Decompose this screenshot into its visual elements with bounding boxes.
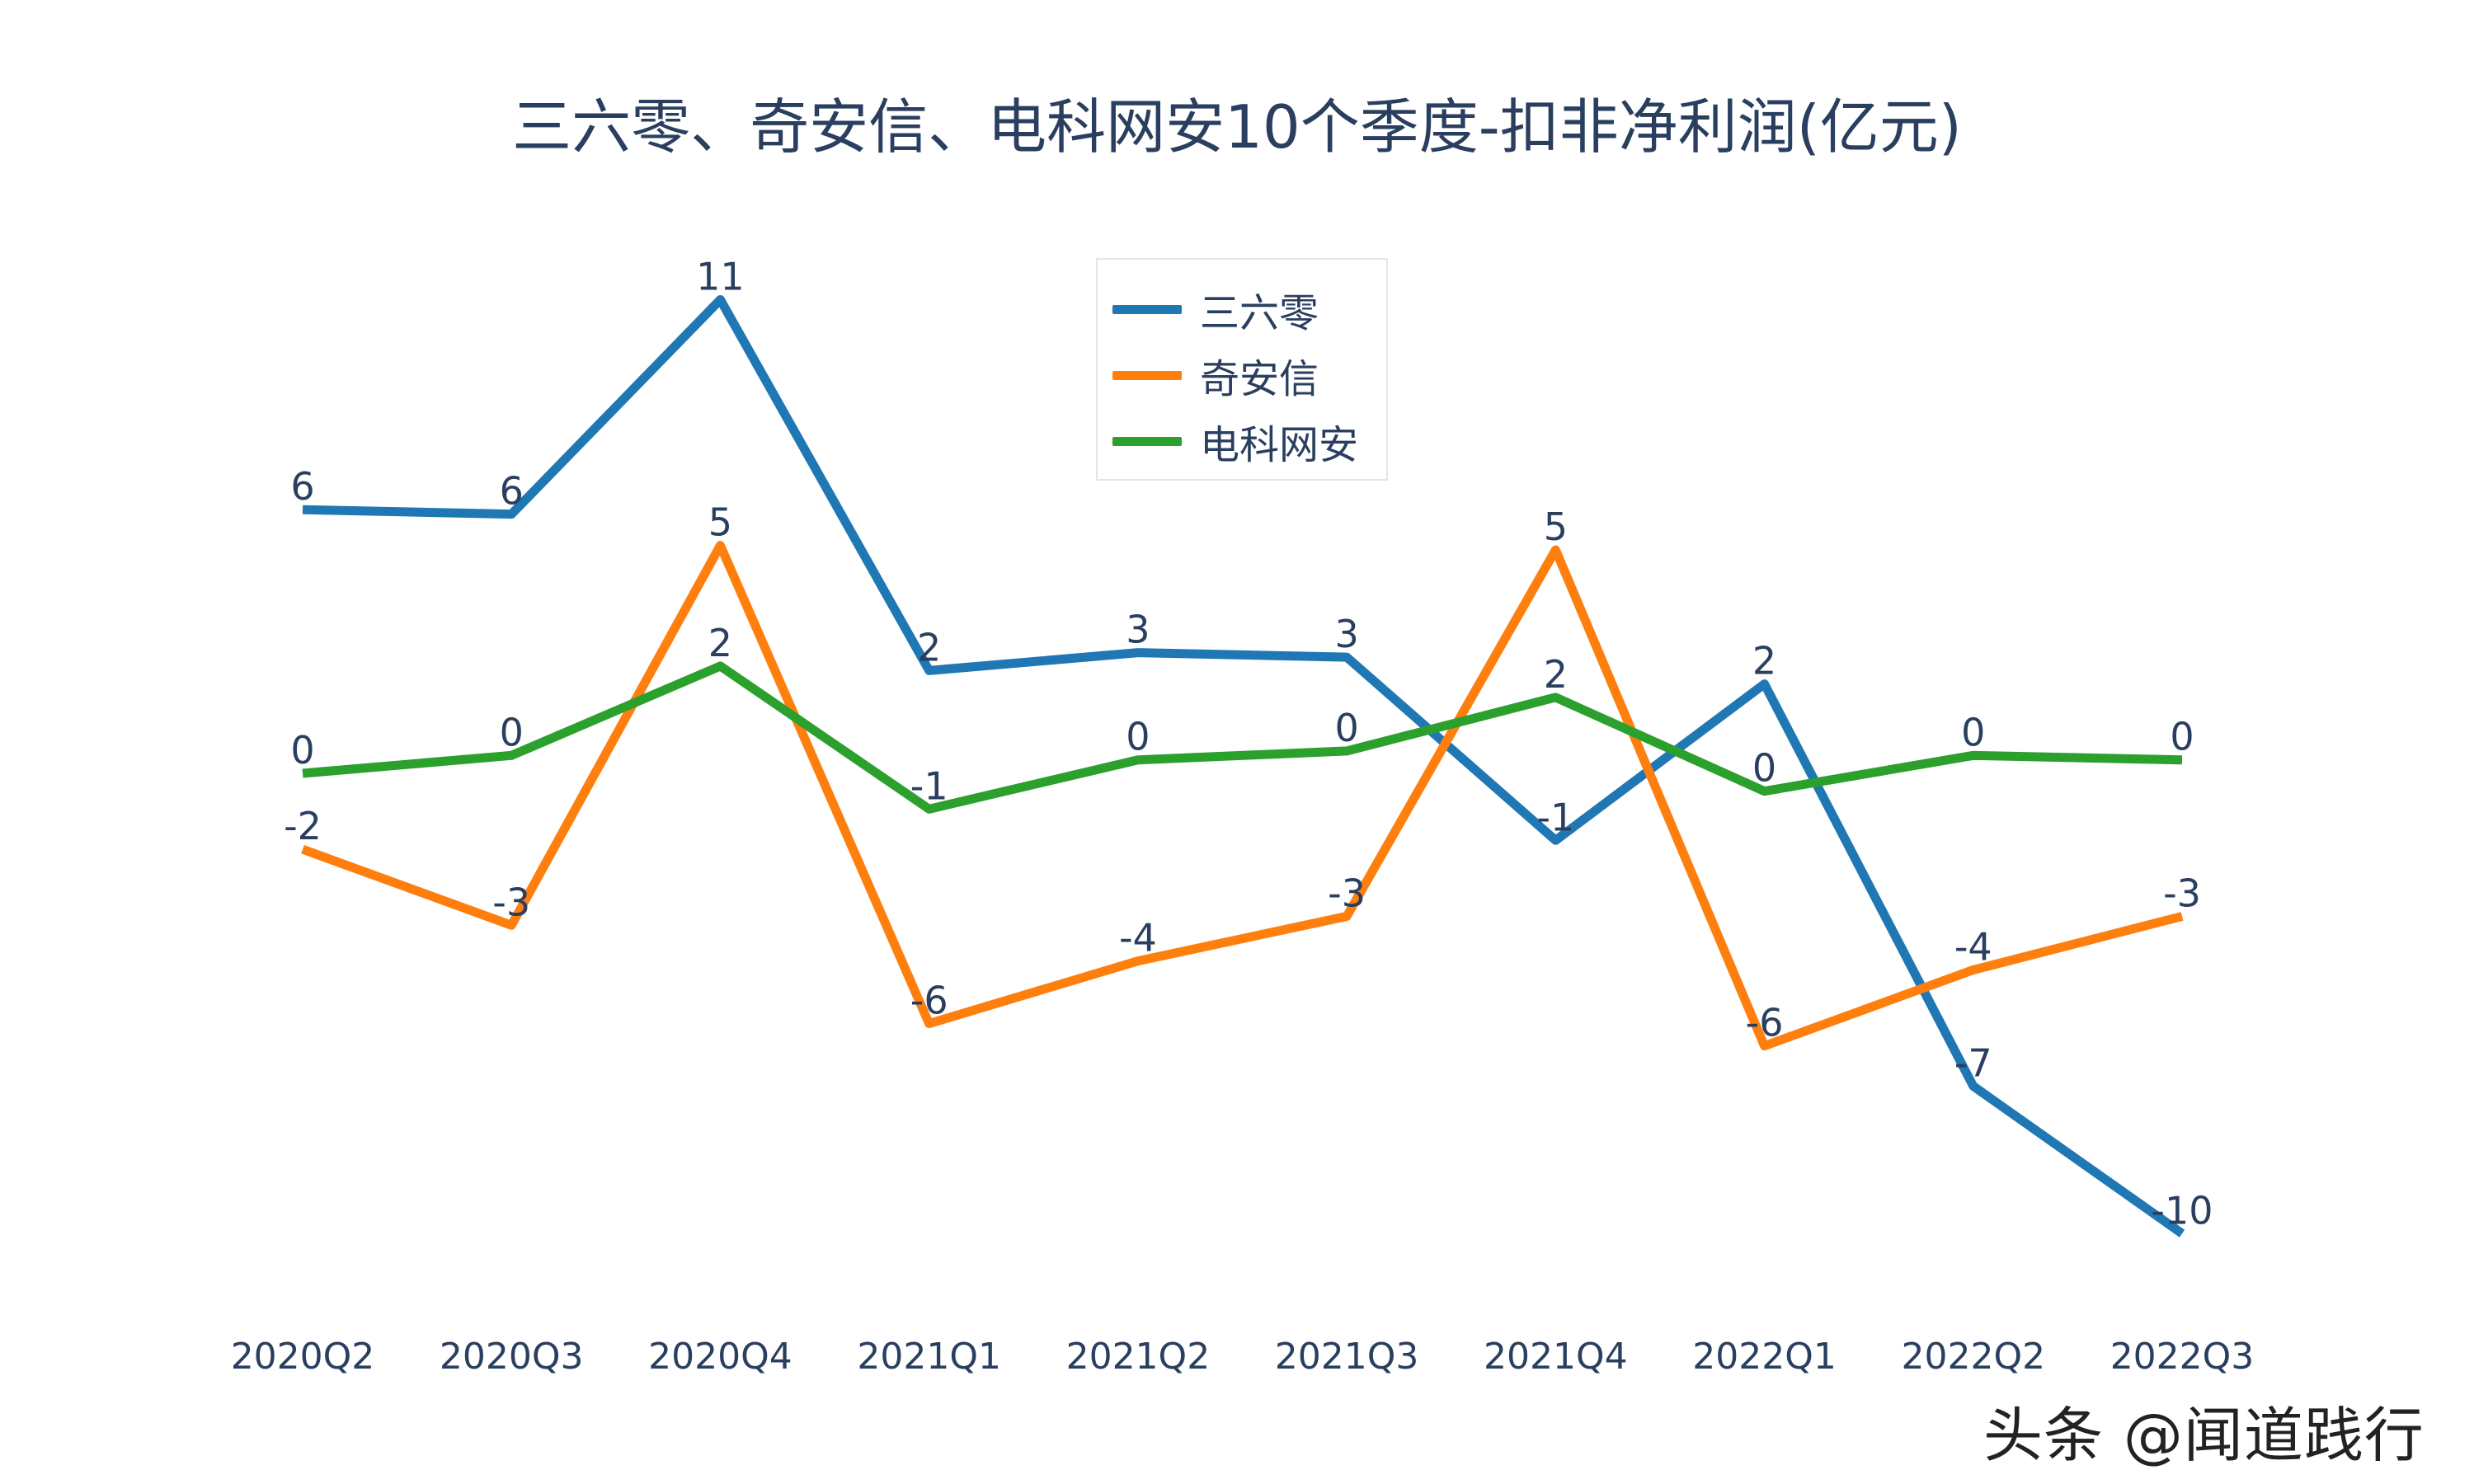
data-label: 0 bbox=[1126, 715, 1150, 759]
data-label: 2 bbox=[1752, 639, 1776, 683]
legend-swatch bbox=[1112, 370, 1182, 380]
data-label: 0 bbox=[500, 710, 524, 754]
x-tick-label: 2021Q3 bbox=[1275, 1336, 1419, 1378]
series-line-0 bbox=[302, 294, 2185, 1237]
legend-label: 奇安信 bbox=[1200, 356, 1319, 402]
x-tick-label: 2020Q2 bbox=[231, 1336, 375, 1378]
legend-label: 三六零 bbox=[1200, 290, 1319, 336]
x-tick-label: 2021Q4 bbox=[1484, 1336, 1628, 1378]
data-label: 3 bbox=[1126, 608, 1150, 652]
data-label: -10 bbox=[2151, 1188, 2213, 1233]
legend-swatch bbox=[1112, 304, 1182, 314]
legend-swatch bbox=[1112, 436, 1182, 446]
legend-item-360[interactable]: 三六零 bbox=[1098, 276, 1386, 342]
data-label: -3 bbox=[2163, 871, 2201, 915]
data-label: 6 bbox=[290, 464, 314, 509]
data-label: 5 bbox=[708, 500, 732, 545]
data-label: 5 bbox=[1544, 505, 1568, 549]
data-label: -2 bbox=[284, 804, 322, 848]
data-label: -6 bbox=[1746, 1001, 1784, 1045]
data-label: -7 bbox=[1954, 1040, 1992, 1085]
data-label: 0 bbox=[1752, 746, 1776, 791]
data-label: 2 bbox=[708, 621, 732, 665]
x-tick-label: 2021Q1 bbox=[857, 1336, 1001, 1378]
legend: 三六零 奇安信 电科网安 bbox=[1096, 258, 1388, 481]
data-label: -3 bbox=[492, 880, 530, 924]
x-tick-label: 2021Q2 bbox=[1066, 1336, 1211, 1378]
data-label: -6 bbox=[910, 979, 948, 1023]
data-label: 3 bbox=[1334, 612, 1358, 656]
x-tick-label: 2022Q1 bbox=[1692, 1336, 1837, 1378]
data-label: 0 bbox=[2170, 715, 2194, 759]
data-label: 11 bbox=[696, 254, 745, 298]
legend-item-qianxin[interactable]: 奇安信 bbox=[1098, 342, 1386, 408]
legend-label: 电科网安 bbox=[1200, 422, 1359, 468]
data-label: 0 bbox=[1961, 710, 1985, 754]
data-label: -4 bbox=[1119, 916, 1157, 960]
watermark: 头条 @闻道践行 bbox=[1983, 1401, 2425, 1470]
x-tick-label: 2022Q2 bbox=[1901, 1336, 2045, 1378]
data-label: 2 bbox=[1544, 652, 1568, 697]
series-line-2 bbox=[302, 661, 2183, 814]
data-label: 0 bbox=[290, 728, 314, 773]
data-label: -4 bbox=[1954, 924, 1992, 969]
x-tick-label: 2020Q3 bbox=[440, 1336, 584, 1378]
data-label: 6 bbox=[500, 469, 524, 514]
data-label: 2 bbox=[917, 625, 941, 669]
chart-title: 三六零、奇安信、电科网安10个季度-扣非净利润(亿元) bbox=[512, 92, 1962, 162]
data-label: -3 bbox=[1328, 871, 1366, 915]
x-tick-label: 2022Q3 bbox=[2110, 1336, 2255, 1378]
x-tick-label: 2020Q4 bbox=[648, 1336, 793, 1378]
data-label: -1 bbox=[910, 763, 948, 808]
series-line-1 bbox=[301, 541, 2184, 1051]
data-label: -1 bbox=[1536, 795, 1574, 839]
data-label: 0 bbox=[1334, 706, 1358, 750]
legend-item-dianke[interactable]: 电科网安 bbox=[1098, 408, 1386, 474]
